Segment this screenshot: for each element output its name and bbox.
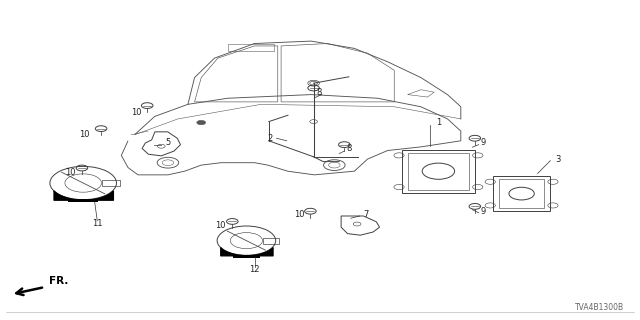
Text: 3: 3 bbox=[556, 155, 561, 164]
Text: 10: 10 bbox=[79, 130, 90, 139]
Text: 10: 10 bbox=[65, 168, 76, 177]
Text: 10: 10 bbox=[216, 221, 226, 230]
Text: 9: 9 bbox=[481, 138, 486, 147]
Bar bbox=[262, 238, 278, 244]
Text: 9: 9 bbox=[481, 207, 486, 216]
Text: 12: 12 bbox=[250, 265, 260, 274]
Bar bbox=[233, 255, 260, 258]
Circle shape bbox=[196, 120, 205, 125]
Text: TVA4B1300B: TVA4B1300B bbox=[575, 303, 624, 312]
Text: FR.: FR. bbox=[49, 276, 68, 286]
Text: 7: 7 bbox=[364, 210, 369, 219]
Bar bbox=[68, 199, 98, 202]
Text: 8: 8 bbox=[316, 88, 321, 97]
Text: 1: 1 bbox=[436, 118, 441, 127]
Text: 10: 10 bbox=[294, 210, 305, 219]
Bar bbox=[408, 153, 469, 189]
Text: 10: 10 bbox=[131, 108, 141, 117]
Text: 2: 2 bbox=[268, 134, 273, 143]
Bar bbox=[102, 180, 120, 186]
Bar bbox=[402, 150, 476, 193]
Text: 5: 5 bbox=[165, 138, 170, 147]
Bar bbox=[493, 176, 550, 211]
Text: 8: 8 bbox=[346, 144, 351, 153]
Bar bbox=[499, 179, 544, 208]
Text: 11: 11 bbox=[92, 219, 102, 228]
